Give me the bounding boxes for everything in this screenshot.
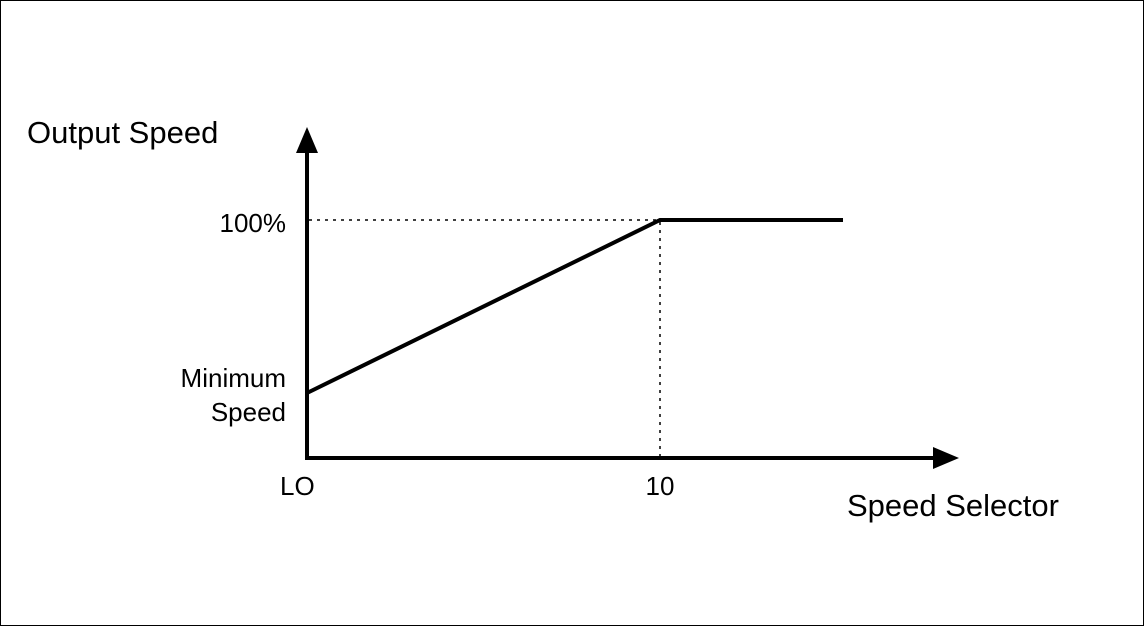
y-axis-title: Output Speed [27,115,218,150]
y-tick-minimum-speed-line2: Speed [211,397,286,427]
y-tick-minimum-speed-line1: Minimum [181,363,286,393]
x-axis-arrowhead [933,447,959,469]
speed-curve [306,218,843,395]
x-tick-10: 10 [646,471,675,501]
y-tick-100-percent: 100% [220,208,287,238]
x-axis-title: Speed Selector [847,488,1059,523]
x-tick-lo: LO [280,471,315,501]
y-axis-arrowhead [296,127,318,153]
